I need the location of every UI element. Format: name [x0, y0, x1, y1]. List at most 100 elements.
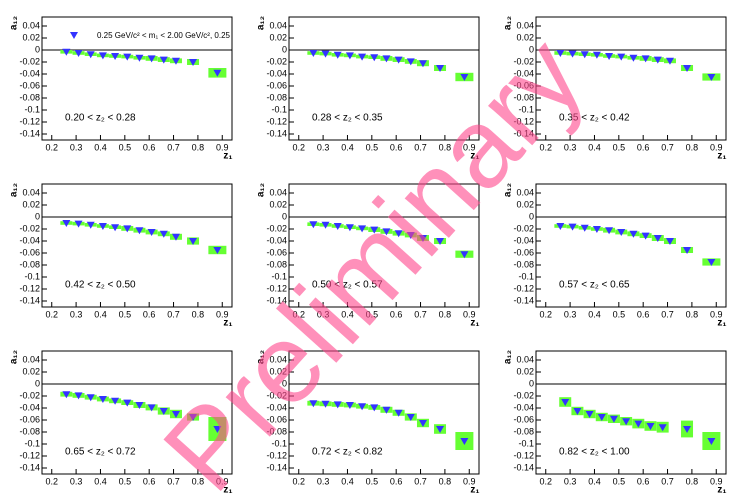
plot-frame — [41, 350, 233, 475]
point — [123, 225, 132, 233]
x-tick-label: 0.6 — [390, 309, 403, 319]
y-tick-label: 0.02 — [516, 366, 534, 376]
x-tick-label: 0.5 — [613, 142, 626, 152]
y-tick-label: -0.12 — [19, 283, 40, 293]
x-tick-label: 0.5 — [119, 309, 132, 319]
point — [333, 401, 342, 409]
y-tick-label: -0.12 — [266, 450, 287, 460]
y-tick-label: -0.02 — [513, 223, 534, 233]
y-tick-label: 0.02 — [22, 199, 40, 209]
x-tick-label: 0.8 — [192, 476, 205, 486]
point — [629, 54, 638, 62]
x-axis-label: z₁ — [223, 318, 232, 329]
x-tick-label: 0.3 — [317, 142, 330, 152]
point — [321, 221, 330, 229]
y-tick-label: -0.08 — [266, 259, 287, 269]
y-tick-label: 0.02 — [269, 366, 287, 376]
y-tick-label: -0.1 — [518, 271, 534, 281]
point — [213, 69, 222, 77]
point — [597, 414, 606, 421]
point — [123, 53, 132, 61]
point — [98, 223, 107, 230]
y-tick-label: -0.06 — [266, 80, 287, 90]
x-axis-label: z₁ — [717, 151, 726, 162]
x-tick-label: 0.4 — [588, 476, 601, 486]
point — [634, 420, 643, 428]
y-tick-label: -0.02 — [513, 56, 534, 66]
y-tick-label: -0.08 — [513, 426, 534, 436]
point — [436, 426, 445, 433]
panel: 0.04 0.02 0 -0.02 -0.04 -0.06 -0.08 -0.1 -0.12 -0… — [9, 16, 233, 162]
x-tick-label: 0.5 — [613, 476, 626, 486]
point — [86, 51, 95, 59]
y-tick-label: 0 — [35, 44, 40, 54]
y-tick-label: -0.14 — [513, 462, 534, 472]
y-tick-label: 0.04 — [22, 20, 40, 30]
x-tick-label: 0.8 — [439, 476, 452, 486]
point — [62, 220, 71, 227]
point — [74, 50, 83, 57]
x-tick-label: 0.6 — [143, 309, 156, 319]
legend-label: 0.25 GeV/c² < m₁ < 2.00 GeV/c², 0.25 — [97, 31, 231, 40]
x-tick-label: 0.3 — [564, 142, 577, 152]
x-tick-label: 0.2 — [45, 309, 58, 319]
y-tick-label: -0.02 — [19, 56, 40, 66]
point — [683, 426, 692, 433]
y-tick-label: -0.04 — [266, 235, 287, 245]
x-tick-label: 0.5 — [613, 309, 626, 319]
point — [568, 223, 577, 231]
y-tick-label: -0.12 — [266, 283, 287, 293]
y-tick-label: -0.12 — [19, 116, 40, 126]
point — [653, 235, 662, 242]
x-tick-label: 0.5 — [366, 142, 379, 152]
point — [406, 58, 415, 66]
y-axis-label: a₁₂ — [503, 16, 514, 30]
x-tick-label: 0.4 — [341, 142, 354, 152]
plot-frame — [535, 16, 727, 141]
y-tick-label: -0.06 — [19, 414, 40, 424]
point — [418, 420, 427, 427]
point — [74, 392, 83, 400]
x-tick-label: 0.9 — [710, 142, 723, 152]
x-tick-label: 0.7 — [414, 476, 427, 486]
point — [370, 54, 379, 62]
x-tick-label: 0.2 — [45, 476, 58, 486]
x-tick-label: 0.7 — [661, 476, 674, 486]
point — [460, 251, 469, 259]
y-tick-label: -0.06 — [19, 80, 40, 90]
y-tick-label: 0 — [35, 378, 40, 388]
point — [617, 229, 626, 236]
point — [460, 74, 469, 81]
y-tick-label: 0.02 — [516, 199, 534, 209]
y-tick-label: -0.1 — [518, 104, 534, 114]
x-tick-label: 0.8 — [439, 142, 452, 152]
y-axis-label: a₁₂ — [9, 16, 20, 30]
y-tick-label: -0.08 — [266, 426, 287, 436]
x-tick-label: 0.3 — [70, 142, 83, 152]
x-tick-label: 0.3 — [70, 309, 83, 319]
x-tick-label: 0.8 — [192, 309, 205, 319]
point — [98, 396, 107, 403]
y-tick-label: -0.04 — [266, 68, 287, 78]
plot-frame — [41, 183, 233, 308]
y-tick-label: -0.08 — [513, 92, 534, 102]
x-tick-label: 0.2 — [539, 142, 552, 152]
point — [135, 402, 144, 409]
point — [707, 438, 716, 445]
x-tick-label: 0.9 — [216, 142, 229, 152]
x-tick-label: 0.6 — [390, 476, 403, 486]
panel-label: 0.28 < z₂ < 0.35 — [312, 113, 383, 124]
x-tick-label: 0.6 — [143, 142, 156, 152]
point — [580, 224, 589, 232]
x-axis-label: z₁ — [470, 318, 479, 329]
x-tick-label: 0.4 — [341, 309, 354, 319]
point — [62, 48, 71, 56]
x-tick-label: 0.8 — [686, 309, 699, 319]
x-axis-label: z₁ — [717, 485, 726, 496]
point — [585, 411, 594, 418]
point — [707, 74, 716, 81]
x-tick-label: 0.7 — [661, 142, 674, 152]
plot-frame — [535, 350, 727, 475]
x-tick-label: 0.5 — [366, 309, 379, 319]
